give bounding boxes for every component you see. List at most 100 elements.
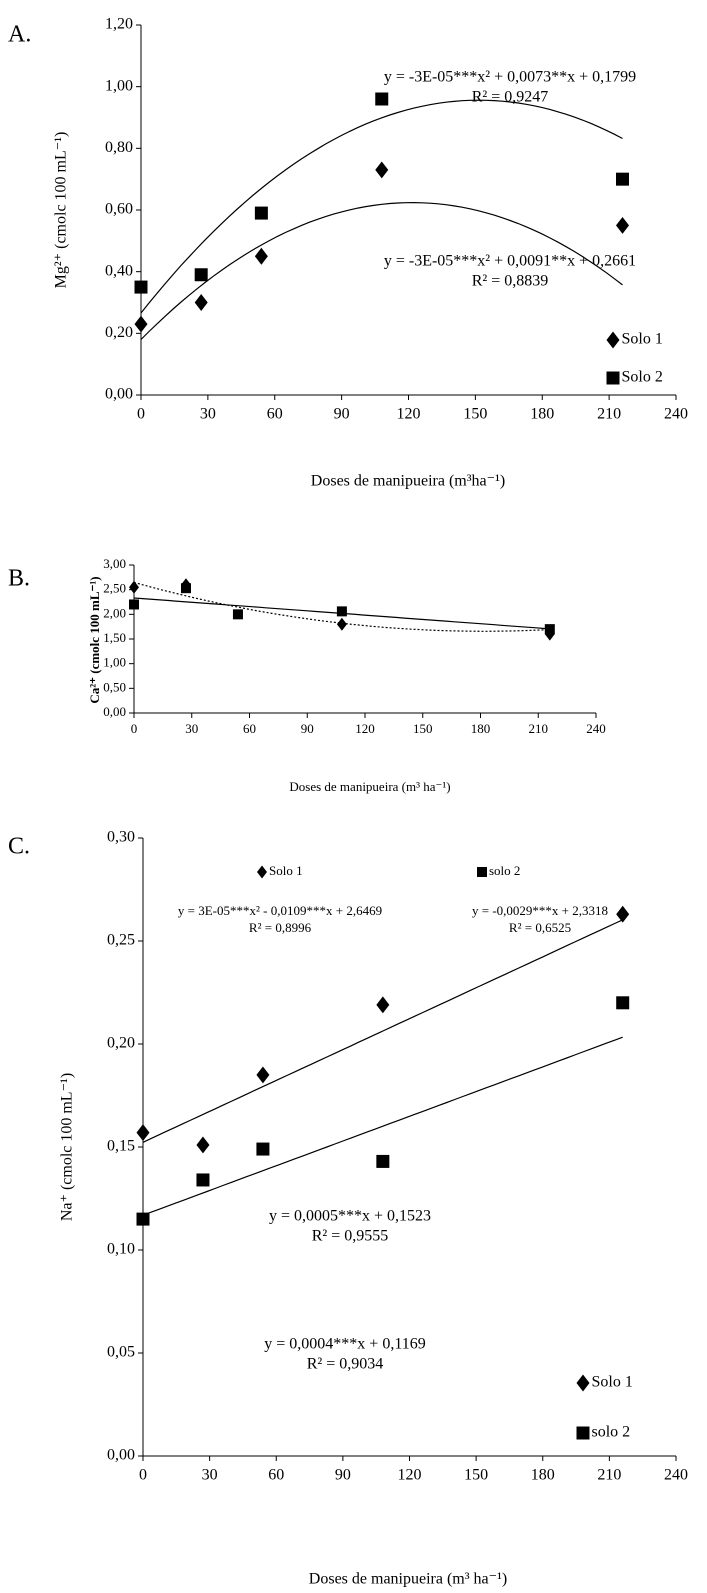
y-tick-label: 0,15	[107, 1138, 135, 1155]
y-tick-label: 0,40	[105, 262, 133, 279]
x-tick-label: 0	[131, 721, 138, 736]
y-tick-label: 0,00	[105, 386, 133, 403]
data-point	[254, 247, 268, 265]
legend-label: Solo 2	[622, 369, 663, 386]
trend-line	[142, 1036, 623, 1216]
data-point	[134, 280, 148, 294]
x-tick-label: 120	[355, 721, 375, 736]
data-point	[376, 1154, 390, 1168]
legend-marker	[576, 1426, 590, 1440]
y-axis-label: Na⁺ (cmolc 100 mL⁻¹)	[59, 1073, 76, 1221]
y-tick-label: 0,05	[107, 1344, 135, 1361]
data-point	[134, 315, 148, 333]
data-point	[375, 92, 389, 106]
y-tick-label: 3,00	[103, 556, 126, 571]
equation: y = -3E-05***x² + 0,0073**x + 0,1799	[384, 69, 636, 86]
equation: y = 3E-05***x² - 0,0109***x + 2,6469	[178, 903, 382, 918]
x-tick-label: 30	[202, 1467, 218, 1484]
y-axis-label: Mg²⁺ (cmolc 100 mL⁻¹)	[53, 132, 70, 289]
legend-marker	[477, 867, 487, 877]
x-tick-label: 30	[185, 721, 198, 736]
trend-line	[140, 201, 623, 340]
x-tick-label: 60	[268, 1467, 284, 1484]
x-axis-label: Doses de manipueira (m³ ha⁻¹)	[309, 1571, 507, 1588]
data-point	[254, 206, 268, 220]
data-point	[196, 1173, 210, 1187]
r-squared: R² = 0,8839	[472, 273, 549, 290]
y-tick-label: 0,80	[105, 139, 133, 156]
data-point	[196, 1136, 210, 1154]
data-point	[129, 580, 139, 594]
y-tick-label: 0,30	[107, 829, 135, 846]
legend-marker	[576, 1374, 590, 1392]
x-tick-label: 210	[597, 1467, 621, 1484]
equation: y = 0,0004***x + 0,1169	[264, 1336, 425, 1353]
r-squared: R² = 0,9247	[472, 89, 549, 106]
x-tick-label: 150	[463, 406, 487, 423]
trend-line	[142, 919, 623, 1143]
x-tick-label: 210	[597, 406, 621, 423]
panel-label: C.	[8, 834, 30, 860]
legend-marker	[257, 865, 267, 879]
x-tick-label: 180	[471, 721, 491, 736]
equation: y = 0,0005***x + 0,1523	[269, 1208, 431, 1225]
x-axis-label: Doses de manipueira (m³ha⁻¹)	[311, 473, 505, 490]
y-tick-label: 0,20	[107, 1035, 135, 1052]
x-tick-label: 120	[398, 1467, 422, 1484]
data-point	[544, 624, 555, 635]
r-squared: R² = 0,8996	[249, 920, 312, 935]
x-tick-label: 30	[200, 406, 216, 423]
panel: B. 0,00 0,50 1,00 1,50 2,00 2,50 3,00 0 30 60 90 120…	[8, 556, 608, 935]
y-tick-label: 0,00	[107, 1447, 135, 1464]
data-point	[256, 1066, 270, 1084]
equation: y = -0,0029***x + 2,3318	[472, 903, 608, 918]
data-point	[129, 599, 139, 610]
x-tick-label: 180	[531, 1467, 555, 1484]
data-point	[256, 1142, 270, 1156]
panel: A. 0,00 0,20 0,40 0,60 0,80 1,00 1,20 0 30 60 90 120…	[8, 16, 688, 490]
data-point	[180, 583, 191, 594]
data-point	[136, 1124, 150, 1142]
x-axis-label: Doses de manipueira (m³ ha⁻¹)	[289, 779, 450, 794]
x-tick-label: 0	[139, 1467, 147, 1484]
legend-label: Solo 1	[622, 331, 663, 348]
r-squared: R² = 0,9555	[312, 1228, 389, 1245]
y-tick-label: 0,00	[103, 704, 126, 719]
y-tick-label: 2,50	[103, 581, 126, 596]
legend-marker	[606, 331, 620, 349]
y-tick-label: 0,60	[105, 201, 133, 218]
x-tick-label: 180	[530, 406, 554, 423]
data-point	[194, 268, 208, 282]
x-tick-label: 60	[267, 406, 283, 423]
y-tick-label: 0,25	[107, 932, 135, 949]
data-point	[375, 161, 389, 179]
panel: C. 0,00 0,05 0,10 0,15 0,20 0,25 0,30 0 30 60 90 120…	[8, 829, 688, 1588]
legend-marker	[606, 371, 620, 385]
y-tick-label: 0,50	[103, 679, 126, 694]
legend-label: solo 2	[489, 863, 520, 878]
panel-label: A.	[8, 22, 31, 48]
legend-label: Solo 1	[592, 1374, 633, 1391]
legend-label: solo 2	[592, 1424, 631, 1441]
x-tick-label: 210	[529, 721, 549, 736]
data-point	[136, 1212, 150, 1226]
y-tick-label: 0,10	[107, 1241, 135, 1258]
x-tick-label: 150	[413, 721, 433, 736]
r-squared: R² = 0,9034	[307, 1356, 384, 1373]
data-point	[336, 617, 347, 631]
x-tick-label: 120	[397, 406, 421, 423]
y-axis-label: Ca²⁺ (cmolc 100 mL⁻¹)	[87, 576, 102, 703]
y-tick-label: 0,20	[105, 324, 133, 341]
data-point	[616, 172, 629, 186]
data-point	[194, 294, 208, 311]
panel-label: B.	[8, 566, 30, 592]
x-tick-label: 90	[335, 1467, 351, 1484]
data-point	[336, 606, 347, 617]
x-tick-label: 240	[664, 1467, 688, 1484]
x-tick-label: 150	[464, 1467, 488, 1484]
x-tick-label: 0	[137, 406, 145, 423]
data-point	[232, 609, 243, 620]
equation: y = -3E-05***x² + 0,0091**x + 0,2661	[384, 253, 636, 270]
x-tick-label: 240	[586, 721, 606, 736]
